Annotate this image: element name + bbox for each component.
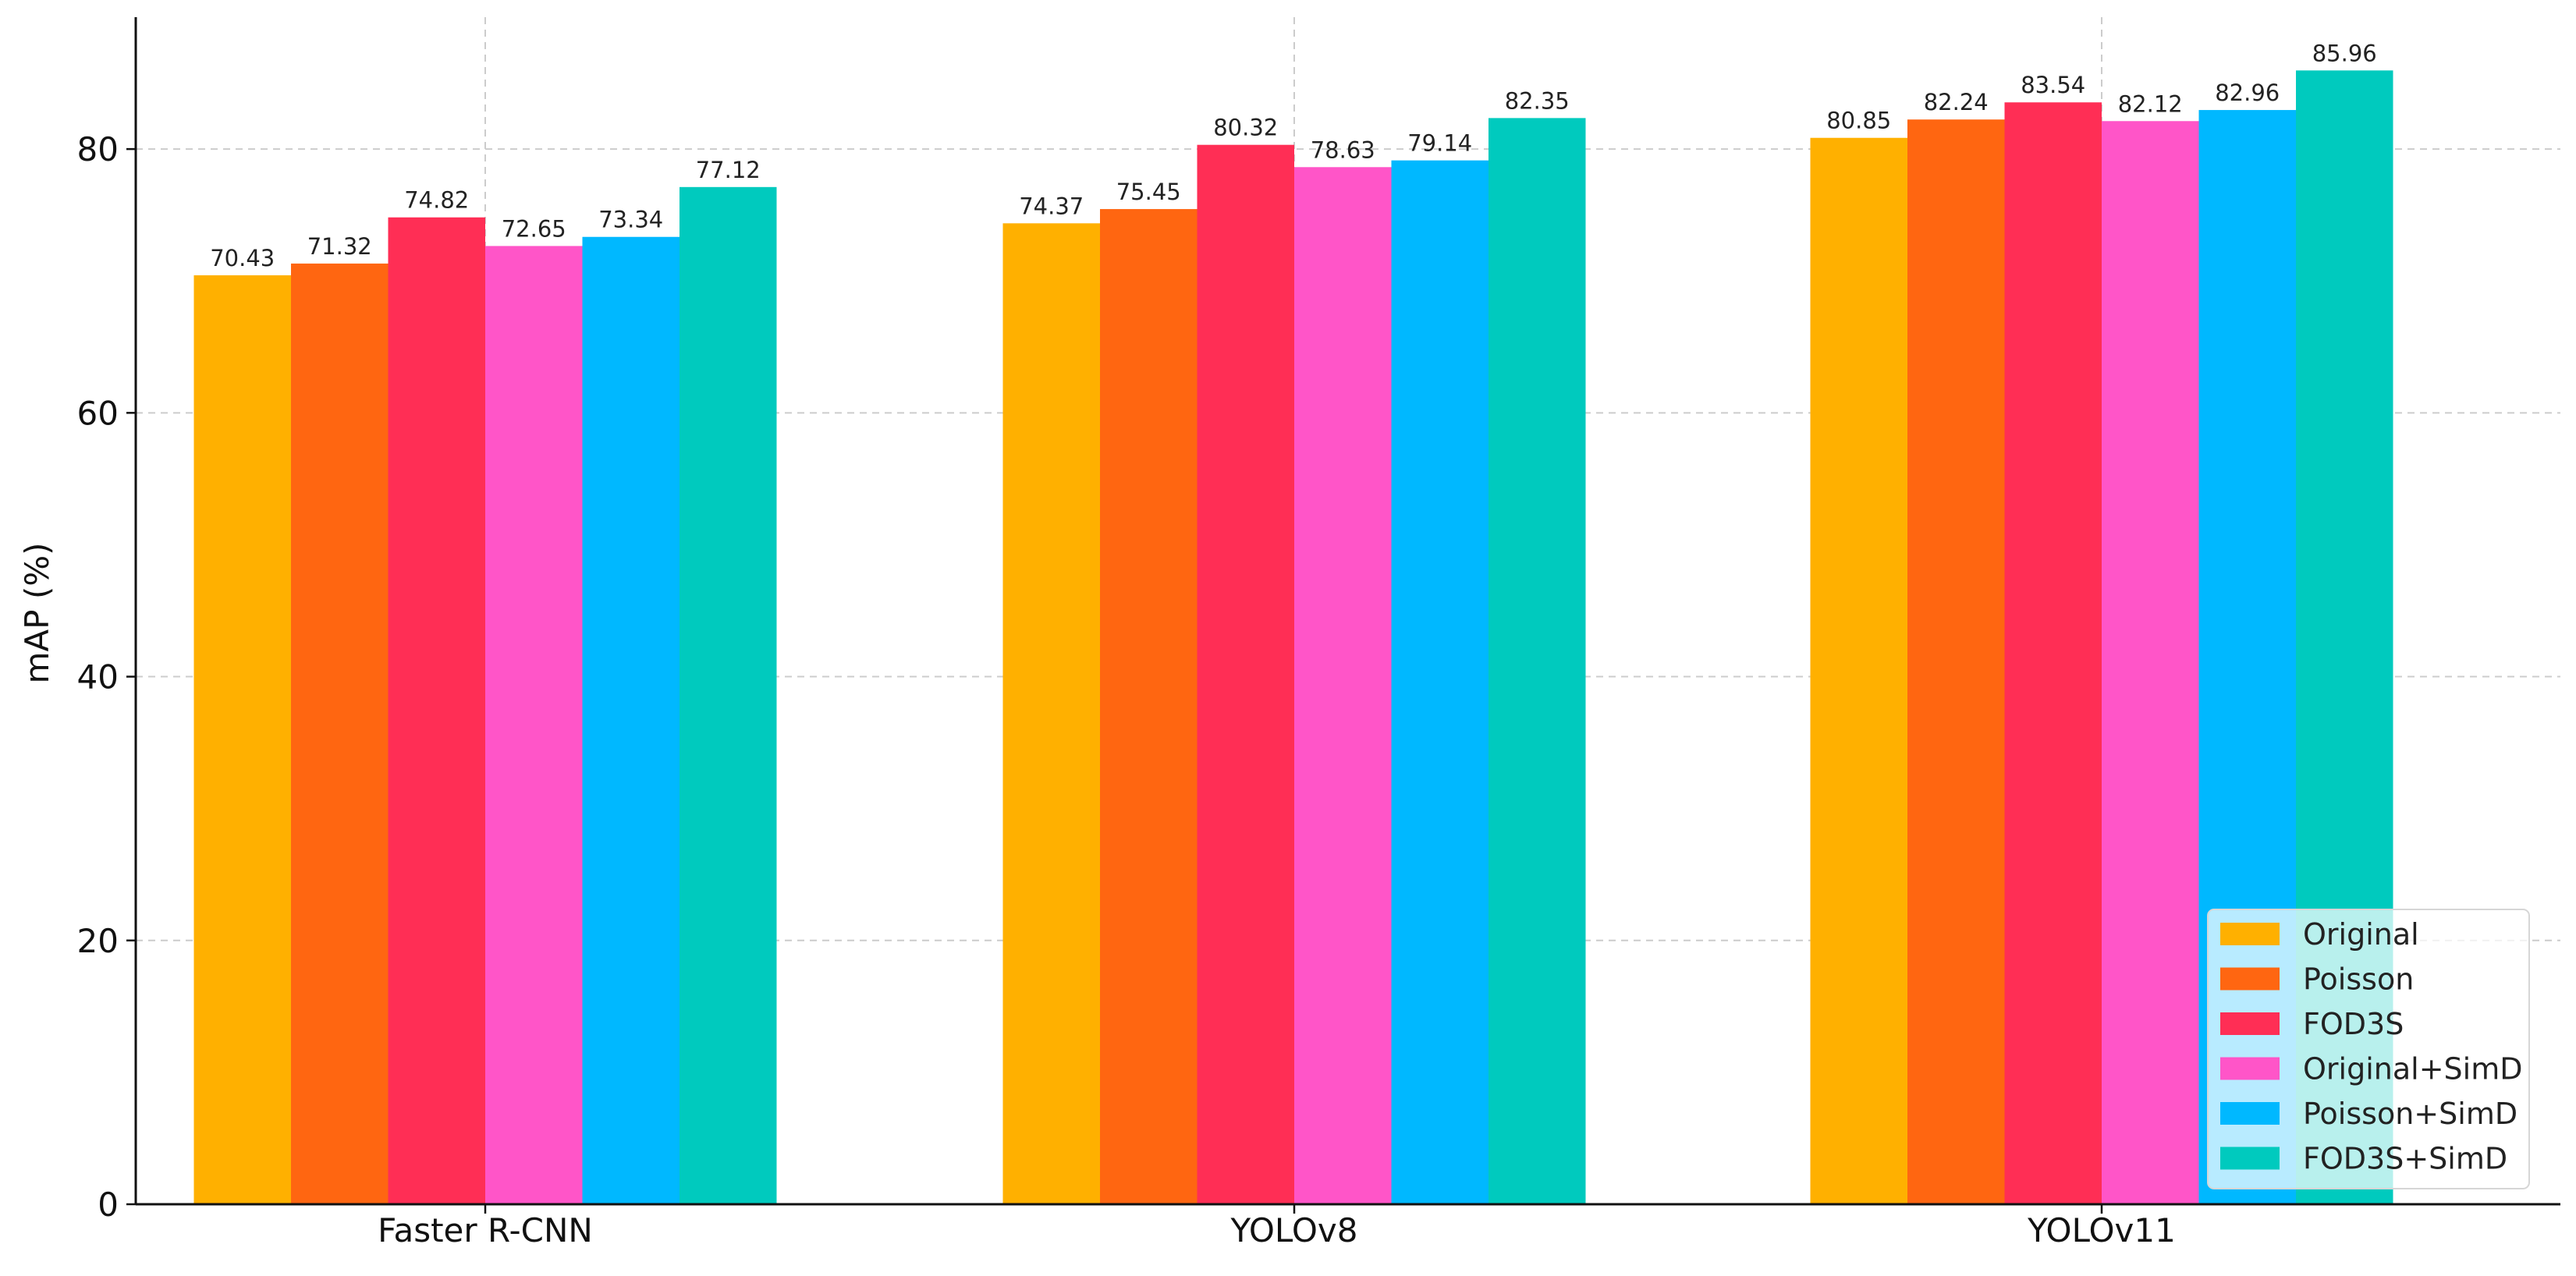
axes-layer — [126, 17, 2560, 1214]
bar-value-label: 74.82 — [404, 187, 469, 214]
bar-value-label: 71.32 — [307, 233, 372, 260]
bar-original-yolov11 — [1810, 137, 1907, 1204]
y-tick-label: 40 — [77, 658, 119, 696]
y-axis-title: mAP (%) — [18, 542, 56, 683]
bar-value-label: 72.65 — [502, 215, 566, 242]
legend-swatch — [2220, 967, 2280, 991]
bar-poisson-faster-r-cnn — [291, 263, 389, 1205]
bar-poisson-simd-yolov8 — [1391, 160, 1488, 1204]
x-category-label: Faster R-CNN — [378, 1211, 593, 1249]
bar-original-simd-faster-r-cnn — [485, 246, 583, 1205]
bar-value-label: 75.45 — [1116, 179, 1181, 205]
bar-value-label: 80.85 — [1826, 108, 1891, 134]
bar-original-simd-yolov8 — [1294, 167, 1392, 1205]
legend-label: FOD3S+SimD — [2303, 1142, 2507, 1176]
bar-original-simd-yolov11 — [2102, 121, 2199, 1205]
y-tick-label: 0 — [98, 1186, 119, 1224]
bar-value-label: 82.12 — [2118, 90, 2183, 117]
legend-label: Poisson+SimD — [2303, 1097, 2517, 1131]
bar-original-faster-r-cnn — [193, 275, 291, 1204]
bar-fod3s-yolov8 — [1197, 144, 1294, 1204]
y-tick-label: 80 — [77, 130, 119, 168]
y-tick-label: 20 — [77, 922, 119, 960]
legend-swatch — [2220, 923, 2280, 945]
bar-poisson-yolov8 — [1100, 209, 1198, 1205]
bar-poisson-simd-faster-r-cnn — [582, 236, 679, 1204]
legend-label: Original — [2303, 917, 2419, 952]
labels-layer: 0 20 40 60 80 70.43 71.32 74.82 72.65 73.34 77.12 F… — [77, 40, 2377, 1249]
bar-fod3s-faster-r-cnn — [388, 217, 485, 1204]
bar-value-label: 85.96 — [2312, 40, 2377, 66]
legend-label: Original+SimD — [2303, 1052, 2523, 1086]
legend-swatch — [2220, 1102, 2280, 1125]
x-category-label: YOLOv11 — [2027, 1211, 2176, 1249]
legend: Original Poisson FOD3S Original+SimD Poisson… — [2207, 909, 2530, 1189]
bar-value-label: 82.24 — [1924, 89, 1989, 115]
legend-label: Poisson — [2303, 962, 2414, 997]
x-category-label: YOLOv8 — [1230, 1211, 1358, 1249]
bar-value-label: 73.34 — [598, 207, 663, 233]
bar-fod3s-simd-yolov8 — [1488, 118, 1586, 1204]
bar-poisson-yolov11 — [1907, 119, 2005, 1204]
bar-value-label: 77.12 — [696, 157, 761, 183]
legend-box — [2207, 909, 2530, 1189]
bar-value-label: 74.37 — [1019, 193, 1084, 219]
legend-swatch — [2220, 1057, 2280, 1080]
bar-value-label: 70.43 — [210, 245, 275, 271]
bar-value-label: 82.35 — [1505, 87, 1570, 114]
bar-fod3s-yolov11 — [2004, 102, 2102, 1205]
bar-value-label: 78.63 — [1311, 136, 1375, 163]
legend-swatch — [2220, 1147, 2280, 1170]
legend-swatch — [2220, 1012, 2280, 1035]
bar-value-label: 83.54 — [2021, 72, 2085, 98]
bar-value-label: 79.14 — [1407, 130, 1472, 157]
y-tick-label: 60 — [77, 394, 119, 432]
bar-fod3s-simd-faster-r-cnn — [679, 186, 777, 1205]
bar-value-label: 82.96 — [2215, 80, 2280, 106]
legend-label: FOD3S — [2303, 1007, 2404, 1041]
bars-layer — [193, 70, 2393, 1205]
bar-value-label: 80.32 — [1213, 115, 1278, 141]
bar-original-yolov8 — [1002, 223, 1100, 1204]
